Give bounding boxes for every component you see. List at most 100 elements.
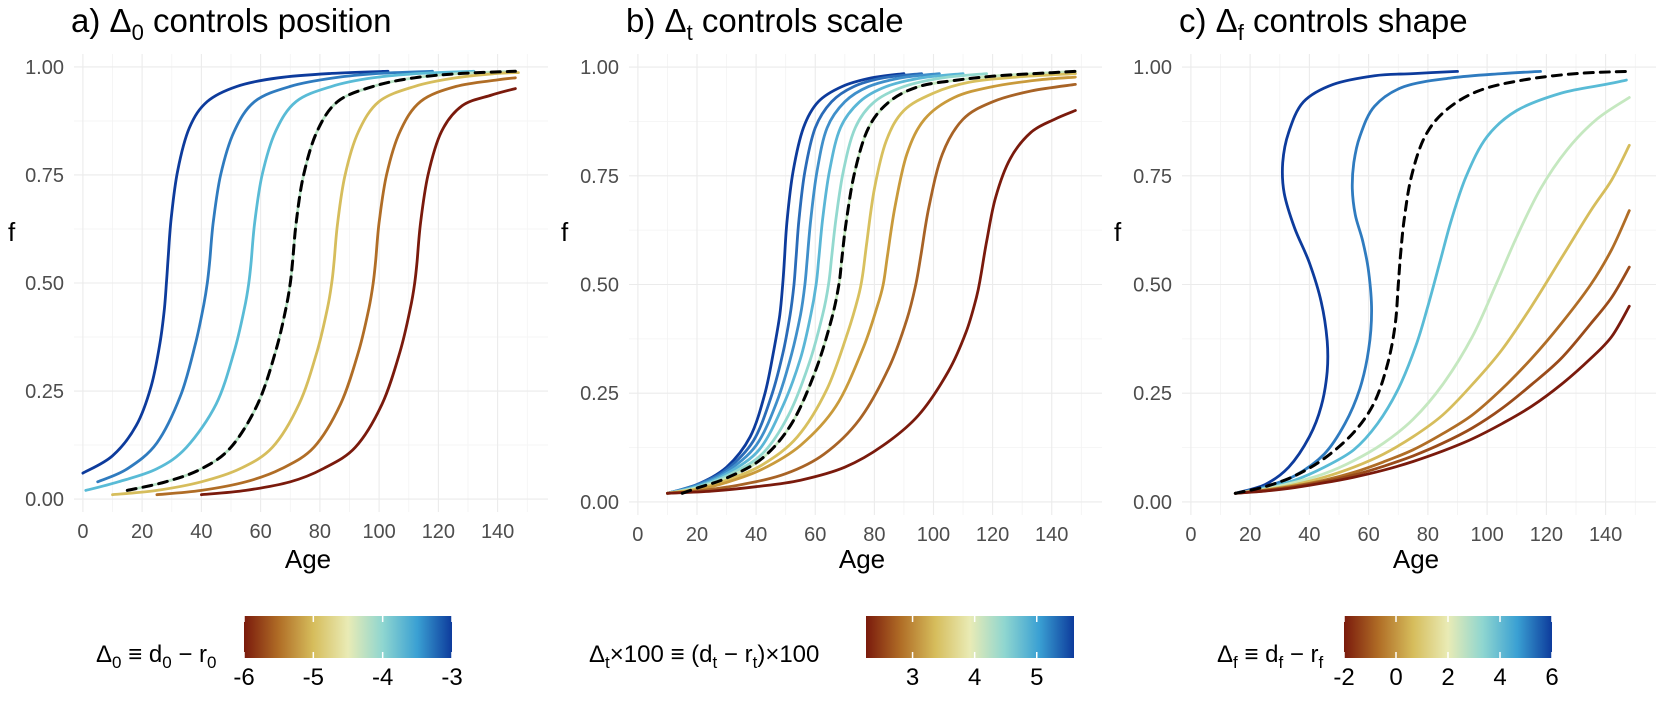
panel-c-xlabel: Age xyxy=(1393,544,1439,574)
x-tick-label: 60 xyxy=(804,524,826,546)
x-tick-label: 20 xyxy=(1239,524,1261,546)
x-tick-label: 120 xyxy=(1530,524,1563,546)
series-line xyxy=(1233,209,1631,495)
y-tick-label: 1.00 xyxy=(25,57,64,79)
x-tick-label: 60 xyxy=(1358,524,1380,546)
x-tick-label: 20 xyxy=(131,521,153,543)
y-tick-label: 0.00 xyxy=(1133,492,1172,514)
panel-a-legend-title: Δ0 ≡ d0 − r0 xyxy=(96,641,216,672)
y-tick-label: 1.00 xyxy=(1133,57,1172,79)
series-line xyxy=(81,69,390,475)
panel-c-title: c) Δf controls shape xyxy=(1179,2,1468,45)
colorbar-tick-label: -4 xyxy=(372,664,393,691)
series-line xyxy=(666,72,924,495)
colorbar xyxy=(244,616,452,658)
series-line xyxy=(666,83,1077,495)
x-tick-label: 80 xyxy=(1417,524,1439,546)
series-line xyxy=(666,109,1077,495)
y-tick-label: 0.75 xyxy=(25,165,64,187)
series-line xyxy=(1233,78,1628,495)
panel-a: a) Δ0 controls position f Age 0 20 40 60 80 1… xyxy=(8,2,548,691)
x-tick-label: 120 xyxy=(976,524,1009,546)
x-tick-label: 60 xyxy=(250,521,272,543)
panel-a-xlabel: Age xyxy=(285,544,331,574)
series-line xyxy=(666,72,965,495)
y-tick-label: 0.25 xyxy=(1133,383,1172,405)
panel-a-ylabel: f xyxy=(8,217,16,247)
colorbar-tick-label: 6 xyxy=(1545,664,1558,691)
colorbar-tick-label: 2 xyxy=(1441,664,1454,691)
x-tick-label: 0 xyxy=(77,521,88,543)
x-tick-label: 100 xyxy=(917,524,950,546)
colorbar-tick-label: 4 xyxy=(1493,664,1506,691)
series-line-reference xyxy=(125,69,517,492)
series-line xyxy=(666,72,941,495)
series-line xyxy=(155,76,517,497)
series-line xyxy=(111,71,520,497)
y-tick-label: 0.25 xyxy=(25,381,64,403)
panel-c: c) Δf controls shape f Age 0 20 40 60 80 100 1… xyxy=(1114,2,1656,691)
panel-a-legend: Δ0 ≡ d0 − r0 -6 -5 -4 -3 xyxy=(96,616,463,691)
panel-c-plot: 0 20 40 60 80 100 120 140 0.00 0.25 0.50 0.75 1.00 xyxy=(1133,54,1656,546)
series-line xyxy=(666,70,1077,495)
series-line xyxy=(666,72,1077,495)
series-line xyxy=(96,69,434,484)
y-tick-label: 0.50 xyxy=(25,273,64,295)
panel-c-ylabel: f xyxy=(1114,217,1122,247)
y-tick-label: 1.00 xyxy=(580,57,619,79)
x-tick-label: 140 xyxy=(1035,524,1068,546)
y-tick-label: 0.25 xyxy=(580,383,619,405)
y-tick-label: 0.50 xyxy=(1133,275,1172,297)
panel-b-plot: 0 20 40 60 80 100 120 140 0.00 0.25 0.50 0.75 1.00 xyxy=(580,54,1102,546)
y-tick-label: 0.50 xyxy=(580,275,619,297)
panel-c-legend-title: Δf ≡ df − rf xyxy=(1217,641,1324,672)
series-line xyxy=(666,72,989,495)
y-tick-label: 0.00 xyxy=(25,489,64,511)
panel-b-title: b) Δt controls scale xyxy=(626,2,904,45)
colorbar xyxy=(866,616,1074,658)
panel-b-ylabel: f xyxy=(561,217,569,247)
x-tick-label: 40 xyxy=(745,524,767,546)
x-tick-label: 40 xyxy=(1298,524,1320,546)
panel-c-legend: Δf ≡ df − rf -2 0 2 4 6 xyxy=(1217,616,1559,691)
x-tick-label: 80 xyxy=(863,524,885,546)
panel-b: b) Δt controls scale f Age 0 20 40 60 80 100 1… xyxy=(561,2,1102,691)
panel-a-title: a) Δ0 controls position xyxy=(71,2,391,45)
colorbar-tick-label: -3 xyxy=(441,664,462,691)
series-line-reference xyxy=(1233,69,1628,495)
panel-b-legend: Δt×100 ≡ (dt − rt)×100 3 4 5 xyxy=(589,616,1074,691)
panel-b-legend-title: Δt×100 ≡ (dt − rt)×100 xyxy=(589,641,819,672)
series-line xyxy=(1233,96,1631,495)
x-tick-label: 0 xyxy=(632,524,643,546)
colorbar-tick-label: 3 xyxy=(906,664,919,691)
x-tick-label: 40 xyxy=(190,521,212,543)
x-tick-label: 0 xyxy=(1185,524,1196,546)
series-line xyxy=(1233,143,1631,495)
x-tick-label: 140 xyxy=(1589,524,1622,546)
colorbar-tick-label: 4 xyxy=(968,664,981,691)
y-tick-label: 0.00 xyxy=(580,492,619,514)
series-line xyxy=(1233,70,1542,495)
series-line xyxy=(666,72,906,495)
x-tick-label: 20 xyxy=(686,524,708,546)
x-tick-label: 100 xyxy=(362,521,395,543)
x-tick-label: 100 xyxy=(1470,524,1503,546)
x-tick-label: 120 xyxy=(422,521,455,543)
series-line xyxy=(1233,304,1631,495)
series-line xyxy=(666,75,1077,495)
colorbar-tick-label: -6 xyxy=(233,664,254,691)
colorbar xyxy=(1344,616,1552,658)
y-tick-label: 0.75 xyxy=(1133,166,1172,188)
x-tick-label: 80 xyxy=(309,521,331,543)
colorbar-tick-label: 0 xyxy=(1389,664,1402,691)
series-line xyxy=(1233,70,1459,495)
colorbar-tick-label: -2 xyxy=(1333,664,1354,691)
panel-b-xlabel: Age xyxy=(839,544,885,574)
y-tick-label: 0.75 xyxy=(580,166,619,188)
series-line xyxy=(200,87,517,497)
x-tick-label: 140 xyxy=(481,521,514,543)
colorbar-tick-label: -5 xyxy=(303,664,324,691)
panel-a-plot: 0 20 40 60 80 100 120 140 0.00 0.25 0.50 0.75 1.00 xyxy=(25,54,548,543)
series-line xyxy=(84,69,476,492)
